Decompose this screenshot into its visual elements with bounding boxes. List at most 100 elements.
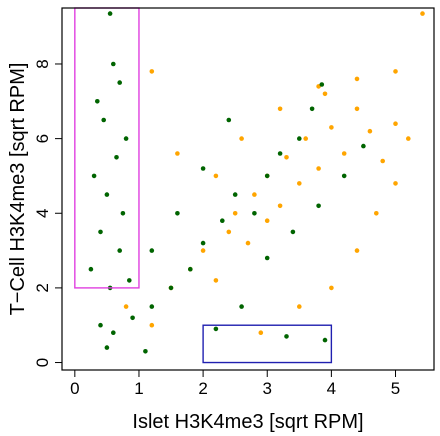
data-point [188, 266, 193, 272]
data-point [107, 11, 113, 16]
data-point [297, 136, 302, 141]
data-point [123, 304, 129, 309]
annotation-boxes [74, 7, 333, 364]
y-tick-label: 4 [33, 209, 52, 218]
data-point [297, 181, 302, 186]
data-point [91, 173, 97, 179]
data-point [175, 211, 180, 216]
data-point [232, 192, 238, 197]
data-point [303, 136, 309, 141]
data-point [120, 211, 126, 216]
data-point [149, 69, 155, 74]
x-axis: 0 1 2 3 4 5 [70, 369, 400, 398]
data-point [220, 218, 225, 223]
data-point [101, 117, 106, 123]
data-point [284, 155, 289, 160]
data-point [88, 266, 94, 272]
data-point [245, 240, 251, 246]
data-point [98, 322, 103, 328]
data-point [123, 136, 129, 141]
x-tick-label: 1 [134, 379, 143, 398]
data-point [239, 136, 244, 141]
data-point [149, 304, 155, 309]
data-point [200, 166, 206, 171]
series-green-points [88, 11, 366, 354]
y-axis: 0 2 4 6 8 [33, 59, 63, 367]
data-point [309, 106, 315, 112]
data-point [322, 337, 328, 343]
data-point [239, 304, 244, 309]
data-point [117, 248, 122, 253]
y-tick-label: 8 [33, 59, 52, 68]
data-point [367, 128, 373, 134]
annotation-rect [74, 7, 140, 289]
data-point [226, 229, 232, 235]
plot-frame [61, 7, 435, 371]
data-point [361, 143, 366, 149]
data-point [354, 76, 360, 82]
data-point [232, 211, 238, 216]
data-point [277, 203, 283, 209]
data-point [297, 304, 302, 309]
data-point [420, 11, 425, 16]
data-point [341, 151, 347, 156]
x-tick-label: 5 [391, 379, 400, 398]
data-point [354, 248, 360, 253]
data-point [143, 349, 148, 354]
data-point [374, 211, 379, 216]
data-point [341, 173, 347, 179]
data-point [393, 69, 398, 74]
data-point [354, 106, 360, 112]
data-point [277, 106, 283, 112]
data-point [380, 158, 386, 164]
data-point [213, 173, 219, 179]
data-point [117, 80, 122, 85]
data-point [111, 330, 116, 336]
x-tick-label: 0 [70, 379, 79, 398]
y-tick-label: 6 [33, 134, 52, 143]
data-point [149, 248, 155, 253]
data-point [95, 99, 100, 104]
data-point [316, 166, 321, 171]
data-point [149, 322, 155, 328]
data-point [200, 248, 206, 253]
data-point [114, 155, 119, 160]
x-axis-label: Islet H3K4me3 [sqrt RPM] [132, 411, 363, 433]
data-point [98, 229, 103, 235]
data-point [252, 192, 257, 197]
data-point [406, 136, 411, 141]
data-point [393, 181, 398, 186]
data-point [104, 345, 110, 350]
annotation-rect [202, 324, 333, 364]
x-tick-label: 3 [263, 379, 272, 398]
y-tick-label: 2 [33, 283, 52, 292]
data-point [252, 211, 257, 216]
data-point [322, 91, 328, 97]
data-point [258, 330, 264, 336]
data-point [200, 240, 206, 246]
data-point [213, 278, 219, 283]
data-point [264, 218, 270, 223]
data-point [393, 121, 398, 126]
data-point [127, 278, 132, 283]
y-tick-label: 0 [33, 358, 52, 367]
data-point [213, 326, 219, 332]
data-point [284, 334, 289, 339]
data-point [226, 117, 232, 123]
data-point [319, 82, 325, 87]
data-point [111, 61, 116, 67]
data-point [329, 125, 334, 130]
data-point [264, 255, 270, 261]
data-point [175, 151, 180, 156]
data-point [329, 285, 334, 291]
x-tick-label: 4 [327, 379, 336, 398]
series-orange-points [123, 11, 425, 336]
data-point [264, 173, 270, 179]
data-point [104, 192, 110, 197]
x-tick-label: 2 [198, 379, 207, 398]
data-point [277, 151, 283, 156]
data-point [130, 315, 135, 321]
y-axis-label: T−Cell H3K4me3 [sqrt RPM] [7, 63, 29, 316]
data-point [316, 203, 321, 209]
